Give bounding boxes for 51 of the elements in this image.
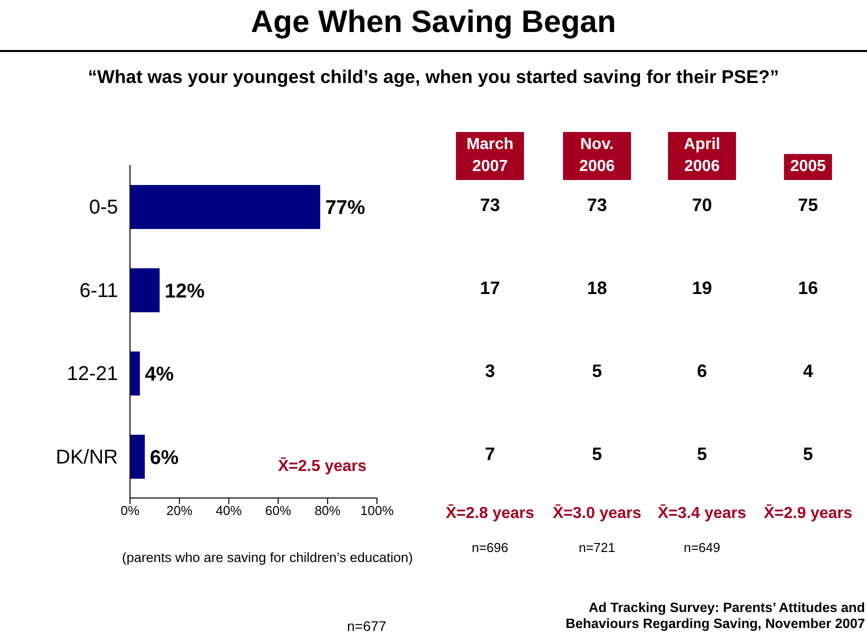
text: 73 <box>586 194 608 216</box>
text: “What was your youngest child’s age, when you started saving for their PSE?” <box>86 66 780 88</box>
x-tick-label: 20% <box>166 503 193 518</box>
text: 5 <box>802 444 814 466</box>
text: Ad Tracking Survey: Parents’ Attitudes and Behaviours Regarding Saving, November 2007 <box>564 600 865 632</box>
y-tick-label: 12-21 <box>66 363 118 386</box>
y-tick-label: 0-5 <box>89 196 118 219</box>
text: X̄=2.9 years <box>762 505 854 523</box>
text: 18 <box>586 278 608 299</box>
x-tick-label: 100% <box>360 503 394 518</box>
x-tick-label: 0% <box>120 503 140 518</box>
x-tick-label: 60% <box>265 503 292 518</box>
data-label: 12% <box>164 280 205 302</box>
text: 2005 <box>784 154 832 180</box>
text: 5 <box>696 444 708 466</box>
y-tick-label: DK/NR <box>56 446 118 468</box>
text: 3 <box>484 361 496 382</box>
text: n=649 <box>682 540 722 555</box>
text: 6 <box>696 361 708 382</box>
bar <box>130 352 140 396</box>
bar <box>130 185 320 229</box>
data-label: 6% <box>150 446 179 469</box>
text: n=696 <box>470 540 510 555</box>
annotation: X̄=2.5 years <box>278 458 367 476</box>
text: 5 <box>590 361 603 382</box>
text: n=677 <box>347 618 386 634</box>
text: 5 <box>590 444 603 466</box>
text: Nov. 2006 <box>563 132 631 180</box>
x-tick-label: 80% <box>314 503 342 518</box>
text: April 2006 <box>668 132 736 180</box>
text: March 2007 <box>456 132 524 180</box>
text: n=721 <box>578 540 616 555</box>
text: 16 <box>796 278 820 299</box>
x-tick-label: 40% <box>216 503 242 518</box>
chart-title: Age When Saving Began <box>250 4 618 40</box>
text: 70 <box>690 194 714 216</box>
text: X̄=3.4 years <box>656 505 748 523</box>
text: (parents who are saving for children’s education) <box>122 550 413 565</box>
text: 17 <box>478 278 502 299</box>
text: 75 <box>796 194 820 216</box>
text: 7 <box>484 444 496 466</box>
bar <box>130 434 145 479</box>
y-tick-label: 6-11 <box>79 280 118 302</box>
text: 19 <box>690 278 714 299</box>
bar <box>130 268 160 312</box>
data-label: 4% <box>144 364 174 386</box>
text: 4 <box>802 361 814 382</box>
data-label: 77% <box>325 197 366 220</box>
text: X̄=3.0 years <box>552 505 642 523</box>
text: 73 <box>478 194 502 216</box>
text: X̄=2.8 years <box>444 505 536 523</box>
